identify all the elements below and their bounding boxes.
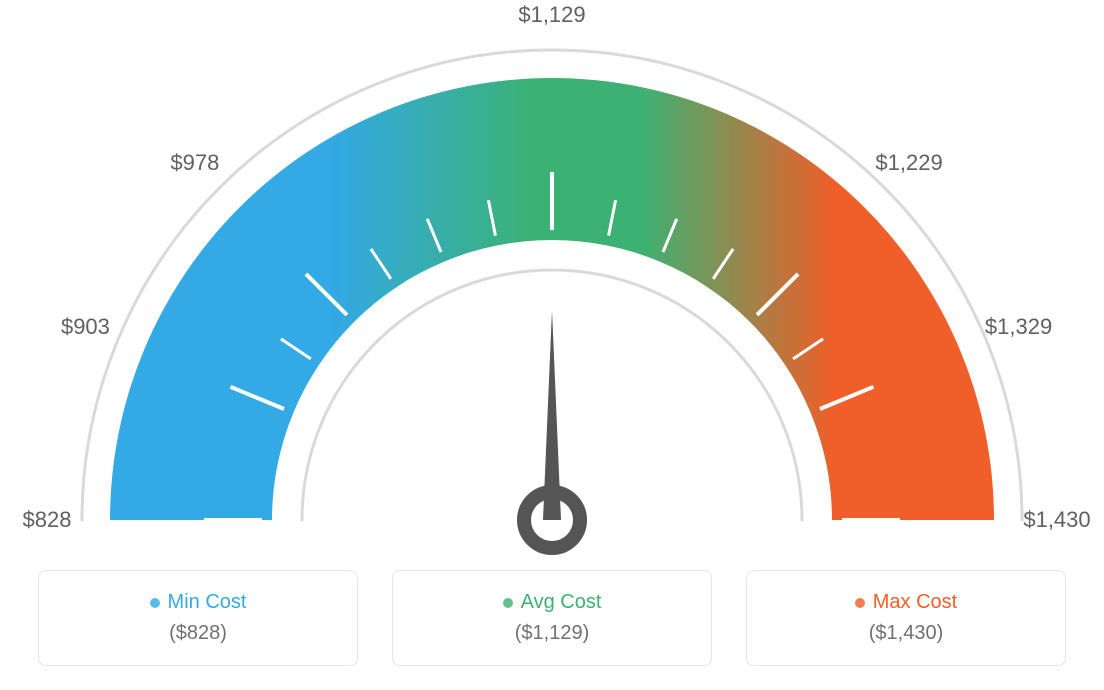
- avg-cost-value: ($1,129): [515, 622, 590, 645]
- avg-cost-title: Avg Cost: [503, 591, 602, 614]
- gauge-tick-label: $828: [23, 507, 72, 533]
- max-dot-icon: [855, 598, 865, 608]
- min-cost-value: ($828): [169, 622, 227, 645]
- max-cost-title: Max Cost: [855, 591, 957, 614]
- avg-cost-card: Avg Cost ($1,129): [392, 570, 712, 666]
- gauge-tick-label: $978: [170, 150, 219, 176]
- min-dot-icon: [150, 598, 160, 608]
- gauge-tick-label: $903: [61, 314, 110, 340]
- avg-dot-icon: [503, 598, 513, 608]
- gauge-tick-label: $1,229: [875, 150, 942, 176]
- gauge-tick-label: $1,129: [518, 2, 585, 28]
- gauge-svg: [0, 0, 1104, 560]
- max-cost-value: ($1,430): [869, 622, 944, 645]
- gauge-tick-label: $1,430: [1023, 507, 1090, 533]
- gauge-chart: $828 $903 $978 $1,129 $1,229 $1,329 $1,430: [0, 0, 1104, 560]
- gauge-tick-label: $1,329: [985, 314, 1052, 340]
- max-cost-label: Max Cost: [873, 591, 957, 614]
- max-cost-card: Max Cost ($1,430): [746, 570, 1066, 666]
- min-cost-label: Min Cost: [168, 591, 247, 614]
- min-cost-card: Min Cost ($828): [38, 570, 358, 666]
- avg-cost-label: Avg Cost: [521, 591, 602, 614]
- summary-cards: Min Cost ($828) Avg Cost ($1,129) Max Co…: [0, 570, 1104, 666]
- min-cost-title: Min Cost: [150, 591, 247, 614]
